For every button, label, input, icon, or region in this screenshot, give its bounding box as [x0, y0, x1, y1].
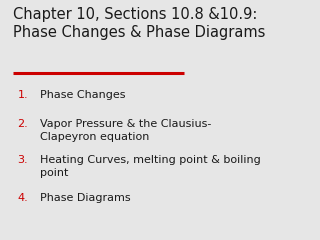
Text: Chapter 10, Sections 10.8 &10.9:
Phase Changes & Phase Diagrams: Chapter 10, Sections 10.8 &10.9: Phase C… — [13, 7, 265, 40]
Text: 4.: 4. — [18, 193, 28, 203]
Text: Phase Changes: Phase Changes — [40, 90, 125, 100]
Text: Vapor Pressure & the Clausius-
Clapeyron equation: Vapor Pressure & the Clausius- Clapeyron… — [40, 119, 212, 142]
Text: Phase Diagrams: Phase Diagrams — [40, 193, 131, 203]
Text: 2.: 2. — [18, 119, 28, 129]
Text: 3.: 3. — [18, 155, 28, 165]
Text: Heating Curves, melting point & boiling
point: Heating Curves, melting point & boiling … — [40, 155, 261, 178]
Text: 1.: 1. — [18, 90, 28, 100]
